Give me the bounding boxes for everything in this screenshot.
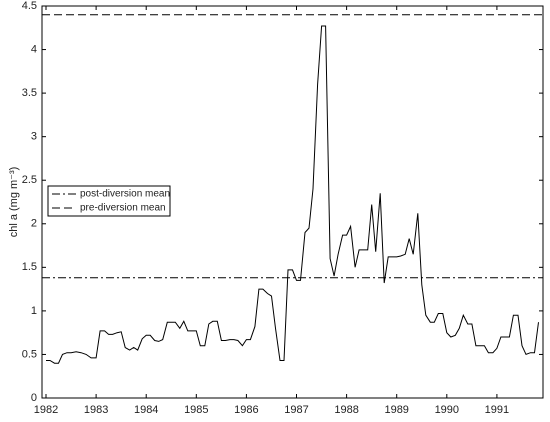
y-tick-label: 2: [31, 218, 37, 230]
legend-label: post-diversion mean: [80, 189, 170, 200]
x-tick-label: 1991: [485, 404, 509, 416]
x-tick-label: 1989: [384, 404, 408, 416]
y-tick-label: 0.5: [22, 348, 37, 360]
x-tick-label: 1985: [184, 404, 208, 416]
y-axis-label: chl a (mg m⁻³): [8, 167, 20, 238]
data-line: [46, 25, 539, 364]
y-tick-label: 3: [31, 131, 37, 143]
x-tick-label: 1987: [284, 404, 308, 416]
y-tick-label: 1.5: [22, 261, 37, 273]
x-tick-label: 1986: [234, 404, 258, 416]
y-tick-label: 3.5: [22, 87, 37, 99]
x-tick-label: 1988: [334, 404, 358, 416]
x-tick-label: 1984: [134, 404, 158, 416]
y-tick-label: 4: [31, 43, 37, 55]
x-tick-label: 1990: [435, 404, 459, 416]
y-tick-label: 0: [31, 392, 37, 404]
x-tick-label: 1982: [34, 404, 58, 416]
plot-frame: [41, 5, 544, 399]
x-tick-label: 1983: [84, 404, 108, 416]
y-tick-label: 2.5: [22, 174, 37, 186]
y-tick-label: 4.5: [22, 0, 37, 12]
legend-label: pre-diversion mean: [80, 203, 166, 214]
y-tick-label: 1: [31, 305, 37, 317]
legend-box: [47, 185, 171, 217]
